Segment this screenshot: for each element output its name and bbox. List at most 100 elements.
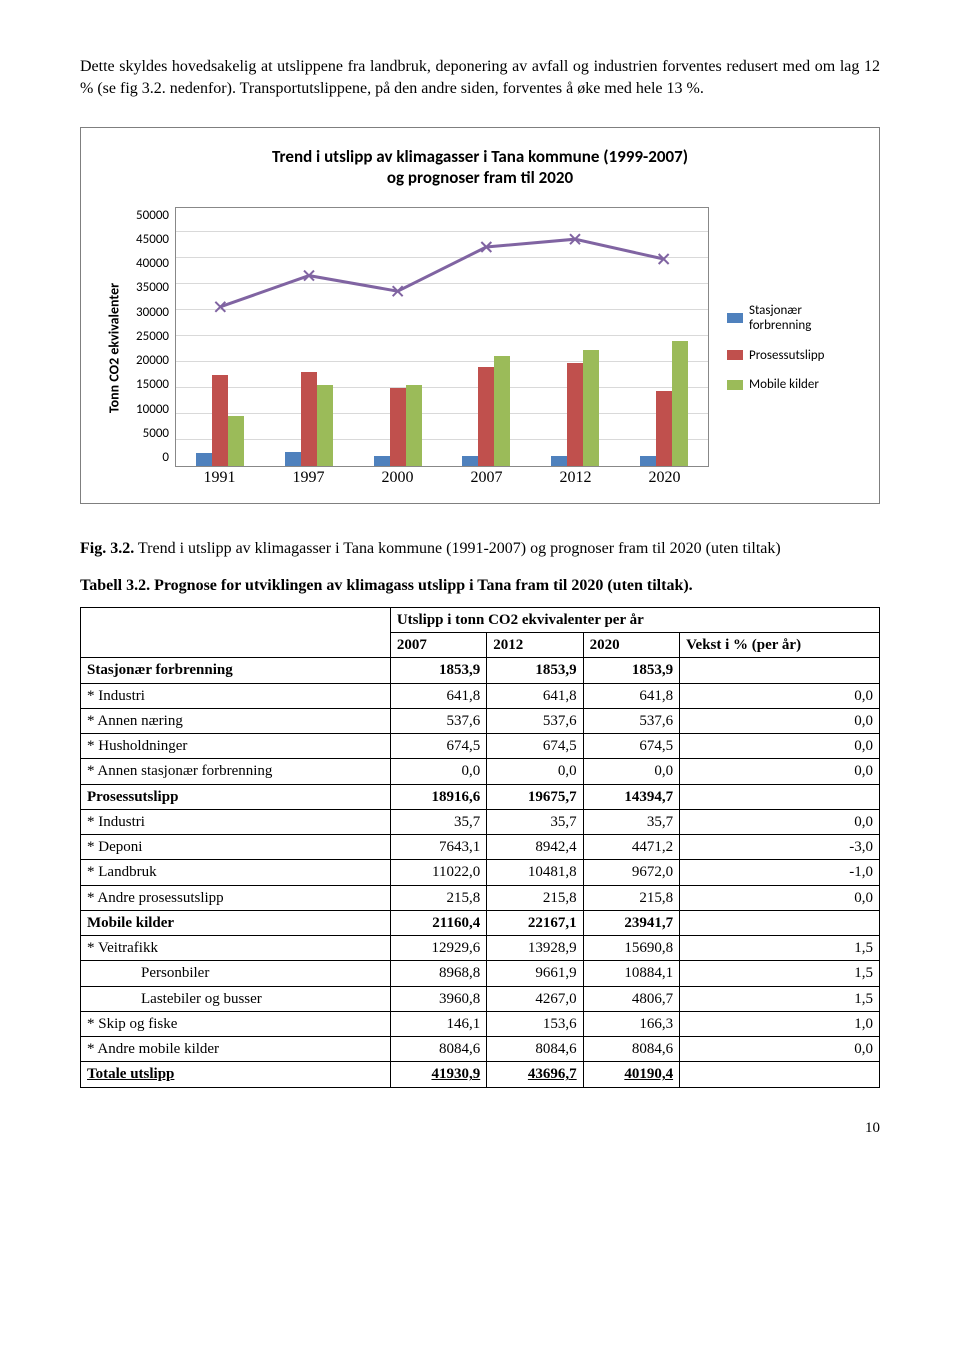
y-tick-label: 15000 [136, 376, 169, 394]
gridline [176, 439, 708, 440]
row-label: * Skip og fiske [81, 1011, 391, 1036]
row-value: 10481,8 [487, 860, 583, 885]
row-label: Totale utslipp [81, 1062, 391, 1087]
y-tick-label: 0 [162, 449, 169, 467]
y-tick-label: 5000 [143, 425, 169, 443]
table-row: Stasjonær forbrenning1853,91853,91853,9 [81, 658, 880, 683]
row-value: -3,0 [680, 835, 880, 860]
bar-mobile [317, 385, 333, 466]
row-value: 19675,7 [487, 784, 583, 809]
y-axis-ticks: 5000045000400003500030000250002000015000… [129, 207, 175, 467]
bar-group [548, 350, 602, 465]
table-row: * Deponi7643,18942,44471,2-3,0 [81, 835, 880, 860]
gridline [176, 257, 708, 258]
x-tick-label: 1997 [293, 467, 325, 489]
row-value: 0,0 [680, 809, 880, 834]
row-label: * Andre prosessutslipp [81, 885, 391, 910]
row-value: 8942,4 [487, 835, 583, 860]
x-tick-label: 2012 [560, 467, 592, 489]
row-label: Stasjonær forbrenning [81, 658, 391, 683]
y-tick-label: 45000 [136, 231, 169, 249]
row-value: 12929,6 [390, 936, 486, 961]
row-value: 0,0 [680, 1037, 880, 1062]
legend-label: Prosessutslipp [749, 348, 825, 364]
th-col: 2012 [487, 633, 583, 658]
bar-prosess [390, 388, 406, 466]
row-value: 13928,9 [487, 936, 583, 961]
row-value [680, 910, 880, 935]
table-row: Lastebiler og busser3960,84267,04806,71,… [81, 986, 880, 1011]
bar-stasjonaer [640, 456, 656, 466]
table-row: Prosessutslipp18916,619675,714394,7 [81, 784, 880, 809]
row-value: 35,7 [487, 809, 583, 834]
row-value: 40190,4 [583, 1062, 679, 1087]
y-tick-label: 25000 [136, 328, 169, 346]
legend-item: Mobile kilder [727, 377, 859, 393]
row-label: * Veitrafikk [81, 936, 391, 961]
bar-group [637, 341, 691, 465]
row-value: 0,0 [680, 885, 880, 910]
table-row: * Veitrafikk12929,613928,915690,81,5 [81, 936, 880, 961]
row-label: * Annen stasjonær forbrenning [81, 759, 391, 784]
bar-stasjonaer [196, 453, 212, 466]
legend-item: Prosessutslipp [727, 348, 859, 364]
table-row: * Andre prosessutslipp215,8215,8215,80,0 [81, 885, 880, 910]
row-value: 215,8 [487, 885, 583, 910]
chart-title: Trend i utslipp av klimagasser i Tana ko… [101, 146, 859, 189]
table-row: * Industri35,735,735,70,0 [81, 809, 880, 834]
y-tick-label: 40000 [136, 255, 169, 273]
table-title: Tabell 3.2. Prognose for utviklingen av … [80, 575, 880, 597]
row-value: 0,0 [583, 759, 679, 784]
bar-prosess [301, 372, 317, 466]
figure-caption-text: Trend i utslipp av klimagasser i Tana ko… [134, 540, 780, 557]
gridline [176, 361, 708, 362]
row-value: 674,5 [390, 734, 486, 759]
row-value: 8084,6 [583, 1037, 679, 1062]
row-value: 21160,4 [390, 910, 486, 935]
gridline [176, 231, 708, 232]
legend-swatch [727, 380, 743, 390]
bar-prosess [212, 375, 228, 466]
table-row: * Industri641,8641,8641,80,0 [81, 683, 880, 708]
table-row: Mobile kilder21160,422167,123941,7 [81, 910, 880, 935]
row-value: 41930,9 [390, 1062, 486, 1087]
intro-paragraph: Dette skyldes hovedsakelig at utslippene… [80, 56, 880, 99]
gridline [176, 283, 708, 284]
y-tick-label: 20000 [136, 352, 169, 370]
y-tick-label: 50000 [136, 207, 169, 225]
row-value: 0,0 [487, 759, 583, 784]
row-label: * Landbruk [81, 860, 391, 885]
row-value: 1,5 [680, 936, 880, 961]
bar-mobile [583, 350, 599, 465]
row-value: 1853,9 [390, 658, 486, 683]
row-value: 674,5 [583, 734, 679, 759]
row-value: 10884,1 [583, 961, 679, 986]
row-label: Personbiler [81, 961, 391, 986]
row-value: 9661,9 [487, 961, 583, 986]
gridline [176, 387, 708, 388]
row-value: 4806,7 [583, 986, 679, 1011]
row-value: 215,8 [390, 885, 486, 910]
row-value: 35,7 [390, 809, 486, 834]
gridline [176, 413, 708, 414]
prognosis-table: Utslipp i tonn CO2 ekvivalenter per år20… [80, 607, 880, 1088]
row-value: 7643,1 [390, 835, 486, 860]
row-value: 641,8 [390, 683, 486, 708]
row-value: 153,6 [487, 1011, 583, 1036]
row-value: 18916,6 [390, 784, 486, 809]
row-value: 8084,6 [487, 1037, 583, 1062]
row-value: 641,8 [583, 683, 679, 708]
chart-legend: Stasjonær forbrenningProsessutslippMobil… [709, 207, 859, 489]
row-value: 22167,1 [487, 910, 583, 935]
x-tick-label: 1991 [204, 467, 236, 489]
row-value: 537,6 [390, 708, 486, 733]
bar-group [459, 356, 513, 466]
table-row: * Husholdninger674,5674,5674,50,0 [81, 734, 880, 759]
gridline [176, 335, 708, 336]
row-label: Mobile kilder [81, 910, 391, 935]
chart-title-line1: Trend i utslipp av klimagasser i Tana ko… [272, 146, 688, 167]
legend-swatch [727, 350, 743, 360]
row-label: Lastebiler og busser [81, 986, 391, 1011]
row-label: * Andre mobile kilder [81, 1037, 391, 1062]
bar-stasjonaer [285, 452, 301, 466]
